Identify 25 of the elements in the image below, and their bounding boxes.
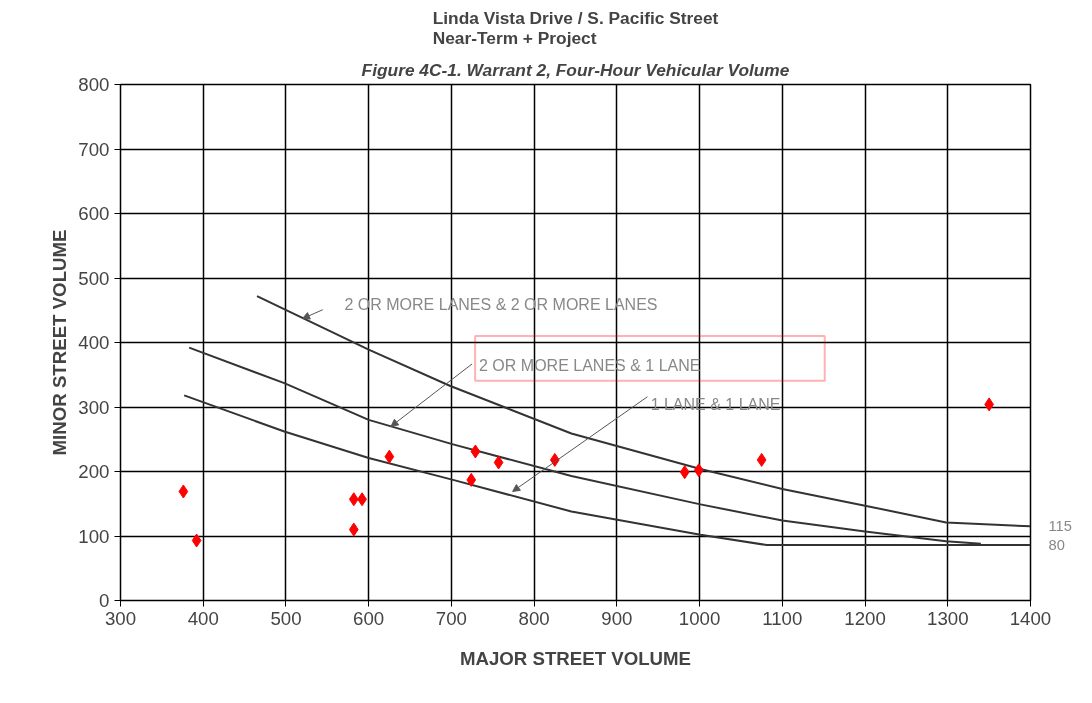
x-tick-label: 700 [435, 607, 467, 629]
y-tick-label: 100 [78, 525, 110, 547]
x-tick-label: 1400 [1009, 607, 1052, 629]
annotation: 80 [1048, 537, 1065, 554]
x-tick-label: 800 [518, 607, 550, 629]
y-axis-title: MINOR STREET VOLUME [49, 229, 71, 456]
y-tick-label: 300 [78, 396, 110, 418]
annotation: 115 [1048, 518, 1072, 535]
x-tick-label: 400 [187, 607, 219, 629]
y-tick-label: 400 [78, 332, 110, 353]
y-tick-label: 800 [78, 74, 110, 95]
x-tick-label: 900 [601, 607, 633, 629]
x-tick-label: 1300 [927, 607, 969, 629]
y-tick-label: 700 [78, 138, 110, 160]
y-tick-label: 200 [78, 461, 110, 482]
y-tick-label: 600 [78, 203, 110, 224]
chart-subtitle: Figure 4C-1. Warrant 2, Four-Hour Vehicular Volume [361, 59, 790, 80]
chart-title: Linda Vista Drive / S. Pacific Street Near-Term + Project [432, 7, 719, 48]
x-tick-label: 500 [270, 607, 302, 629]
x-tick-label: 1000 [678, 607, 721, 629]
x-axis-title: MAJOR STREET VOLUME [459, 647, 692, 669]
x-tick-label: 600 [353, 607, 385, 629]
x-tick-label: 1200 [844, 607, 886, 629]
x-tick-label: 1100 [762, 607, 803, 629]
y-tick-label: 500 [78, 267, 110, 289]
